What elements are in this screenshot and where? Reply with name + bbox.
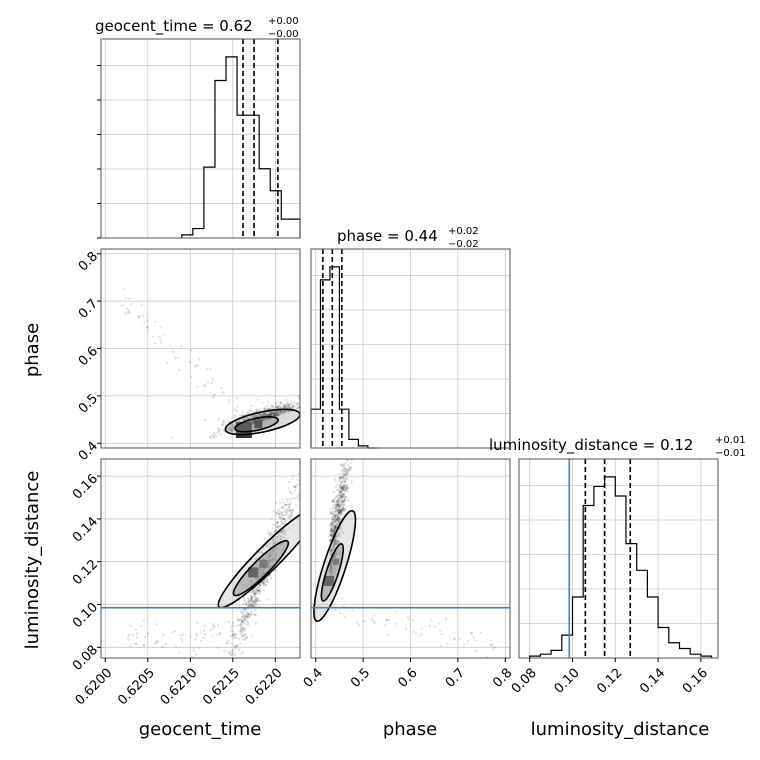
- density-block: [254, 420, 263, 429]
- hist-panel-luminosity-distance-grid: [519, 459, 718, 658]
- contour: [320, 543, 345, 602]
- histogram-step-phase: [310, 266, 378, 449]
- x-tick-label-phase: 0.7: [443, 666, 468, 691]
- y-tick-label-phase: 0.5: [76, 391, 101, 416]
- contour: [313, 509, 357, 623]
- density-phase-vs-geocent-time: [121, 287, 300, 440]
- histogram-step-geocent-time: [181, 56, 301, 238]
- x-tick-label-luminosity-distance: 0.14: [637, 666, 668, 697]
- x-tick-label-luminosity-distance: 0.08: [509, 666, 540, 697]
- density-luminosity-distance-vs-geocent-time: [126, 466, 300, 658]
- title-plus-geocent-time: +0.00: [268, 16, 299, 27]
- title-name-phase: phase: [337, 227, 382, 245]
- histogram-luminosity-distance: [529, 459, 713, 658]
- density-block: [259, 559, 268, 568]
- density-luminosity-distance-vs-phase: [313, 459, 496, 658]
- title-plus-phase: +0.02: [448, 226, 479, 237]
- y-tick-label-luminosity-distance: 0.10: [70, 600, 101, 631]
- y-tick-label-phase: 0.4: [76, 439, 101, 464]
- title-minus-phase: −0.02: [448, 239, 479, 250]
- density-layer: [121, 287, 496, 658]
- title-minus-luminosity-distance: −0.01: [715, 448, 746, 459]
- contour: [234, 416, 279, 433]
- svg-text:luminosity_distance = 0.12: luminosity_distance = 0.12: [489, 436, 693, 455]
- y-axis-label-phase: phase: [22, 323, 43, 377]
- title-median-phase: 0.44: [404, 227, 437, 245]
- histogram-geocent-time: [181, 39, 301, 238]
- y-tick-label-luminosity-distance: 0.12: [70, 557, 101, 588]
- y-tick-label-phase: 0.7: [76, 297, 101, 322]
- x-axis-label-phase: phase: [383, 719, 437, 740]
- title-layer: geocent_time = 0.62 +0.00 −0.00 phase = …: [95, 16, 746, 459]
- y-tick-label-luminosity-distance: 0.08: [70, 643, 101, 674]
- x-tick-label-luminosity-distance: 0.10: [552, 666, 583, 697]
- y-tick-label-luminosity-distance: 0.16: [70, 472, 101, 503]
- x-tick-label-geocent-time: 0.6205: [115, 666, 158, 709]
- panel-title-phase: phase = 0.44 +0.02 −0.02: [337, 226, 479, 250]
- x-tick-label-geocent-time: 0.6220: [243, 666, 286, 709]
- x-tick-label-phase: 0.4: [301, 666, 326, 691]
- title-median-luminosity-distance: 0.12: [660, 436, 693, 454]
- y-axis-label-luminosity-distance: luminosity_distance: [22, 471, 43, 650]
- density-block: [333, 558, 340, 565]
- y-tick-label-phase: 0.6: [76, 344, 101, 369]
- title-median-geocent-time: 0.62: [219, 17, 252, 35]
- title-name-luminosity-distance: luminosity_distance: [489, 436, 638, 455]
- histogram-phase: [310, 249, 378, 449]
- x-tick-label-geocent-time: 0.6215: [200, 666, 243, 709]
- hist-panel-geocent-time-frame: [100, 38, 301, 239]
- panel-title-geocent-time: geocent_time = 0.62 +0.00 −0.00: [95, 16, 299, 40]
- density-block: [248, 567, 259, 578]
- histogram-step-luminosity-distance: [529, 476, 713, 658]
- svg-text:geocent_time = 0.62: geocent_time = 0.62: [95, 17, 253, 36]
- x-axis-label-luminosity-distance: luminosity_distance: [531, 719, 710, 740]
- title-name-geocent-time: geocent_time: [95, 17, 197, 36]
- y-tick-label-luminosity-distance: 0.14: [70, 514, 101, 545]
- x-tick-label-luminosity-distance: 0.16: [680, 666, 711, 697]
- title-plus-luminosity-distance: +0.01: [715, 435, 746, 446]
- title-minus-geocent-time: −0.00: [268, 29, 299, 40]
- hist-panel-geocent-time-grid: [101, 39, 300, 238]
- hist-panel-phase-grid: [311, 249, 510, 448]
- contour: [232, 539, 290, 597]
- hist-panel-phase-frame: [310, 248, 511, 449]
- frame-layer: [100, 38, 719, 659]
- x-tick-label-phase: 0.5: [348, 666, 373, 691]
- x-tick-label-luminosity-distance: 0.12: [594, 666, 625, 697]
- x-tick-label-phase: 0.6: [395, 666, 420, 691]
- histogram-layer: [101, 39, 713, 658]
- x-axis-label-geocent-time: geocent_time: [139, 719, 262, 740]
- scatter-panel-phase-vs-geocent-time-grid: [101, 249, 300, 448]
- density-block: [324, 575, 335, 586]
- y-tick-label-phase: 0.8: [76, 249, 101, 274]
- label-layer: geocent_time phase luminosity_distance p…: [22, 323, 709, 740]
- svg-text:phase = 0.44: phase = 0.44: [337, 227, 438, 245]
- panel-title-luminosity-distance: luminosity_distance = 0.12 +0.01 −0.01: [489, 435, 746, 459]
- scatter-panel-luminosity-distance-vs-geocent-time-frame: [100, 458, 301, 659]
- x-tick-label-geocent-time: 0.6210: [158, 666, 201, 709]
- scatter-panel-luminosity-distance-vs-phase-grid: [311, 459, 510, 658]
- grid-layer: [101, 39, 718, 658]
- hist-panel-luminosity-distance-frame: [518, 458, 719, 659]
